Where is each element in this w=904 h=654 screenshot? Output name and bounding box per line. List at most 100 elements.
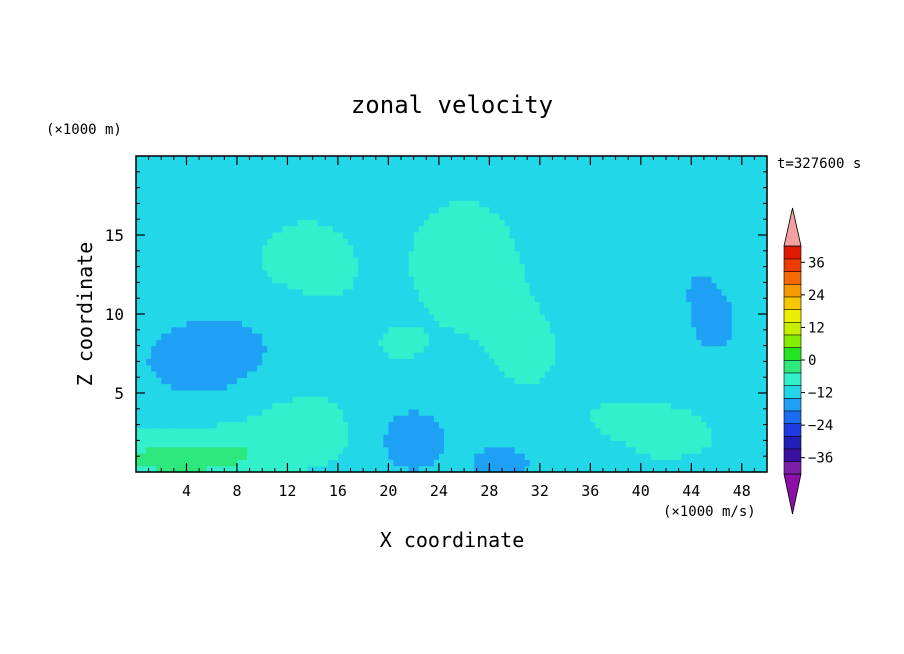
contour-cell: [307, 396, 314, 404]
contour-cell: [655, 307, 662, 315]
contour-cell: [312, 370, 319, 378]
contour-cell: [660, 238, 667, 246]
contour-cell: [701, 307, 708, 315]
contour-cell: [388, 219, 395, 227]
contour-cell: [272, 421, 278, 429]
contour-cell: [201, 332, 208, 340]
contour-cell: [413, 396, 420, 404]
contour-cell: [181, 244, 188, 252]
contour-cell: [605, 351, 612, 359]
contour-cell: [660, 370, 667, 378]
contour-cell: [726, 314, 733, 321]
contour-cell: [236, 434, 243, 441]
contour-cell: [247, 377, 253, 385]
contour-cell: [423, 434, 430, 441]
contour-cell: [570, 301, 576, 309]
contour-cell: [565, 282, 571, 290]
contour-cell: [464, 364, 470, 372]
contour-cell: [565, 257, 571, 265]
contour-cell: [645, 307, 652, 315]
contour-cell: [206, 396, 213, 404]
contour-cell: [231, 408, 238, 416]
contour-cell: [726, 427, 733, 435]
contour-cell: [211, 389, 218, 397]
contour-cell: [247, 358, 253, 366]
contour-cell: [433, 295, 440, 302]
contour-cell: [539, 440, 546, 448]
contour-cell: [373, 250, 379, 258]
contour-cell: [171, 339, 177, 347]
contour-cell: [191, 370, 198, 378]
contour-cell: [736, 415, 743, 423]
contour-cell: [686, 415, 692, 423]
contour-cell: [620, 250, 627, 258]
contour-cell: [756, 351, 763, 359]
contour-cell: [448, 244, 455, 252]
contour-cell: [448, 288, 455, 296]
contour-cell: [524, 288, 531, 296]
contour-cell: [156, 434, 162, 441]
contour-cell: [509, 389, 516, 397]
contour-cell: [716, 383, 723, 391]
contour-cell: [534, 427, 541, 435]
contour-cell: [443, 250, 450, 258]
contour-cell: [625, 288, 632, 296]
contour-cell: [474, 269, 480, 277]
contour-cell: [761, 446, 768, 454]
contour-cell: [570, 383, 576, 391]
contour-cell: [307, 370, 314, 378]
contour-cell: [751, 408, 758, 416]
contour-cell: [731, 345, 738, 353]
contour-cell: [136, 370, 142, 378]
contour-cell: [600, 250, 607, 258]
contour-cell: [605, 288, 612, 296]
contour-cell: [282, 263, 289, 271]
contour-cell: [711, 389, 718, 397]
contour-cell: [585, 231, 591, 239]
contour-cell: [554, 345, 561, 353]
contour-cell: [398, 263, 405, 271]
contour-cell: [630, 282, 637, 290]
contour-cell: [156, 364, 162, 372]
contour-cell: [287, 389, 294, 397]
contour-cell: [716, 225, 723, 233]
contour-cell: [191, 295, 198, 302]
contour-cell: [706, 301, 713, 309]
contour-cell: [645, 415, 652, 423]
contour-cell: [322, 459, 329, 467]
contour-cell: [514, 427, 521, 435]
contour-cell: [221, 408, 228, 416]
contour-cell: [312, 307, 319, 315]
contour-cell: [342, 225, 349, 233]
contour-cell: [398, 421, 405, 429]
contour-cell: [176, 295, 183, 302]
contour-cell: [287, 427, 294, 435]
contour-cell: [716, 408, 723, 416]
contour-cell: [630, 219, 637, 227]
contour-cell: [534, 345, 541, 353]
contour-cell: [348, 402, 354, 410]
contour-cell: [660, 459, 667, 467]
contour-cell: [161, 383, 167, 391]
contour-cell: [443, 276, 450, 283]
contour-cell: [565, 288, 571, 296]
contour-cell: [151, 415, 157, 423]
contour-cell: [504, 427, 511, 435]
contour-cell: [247, 225, 253, 233]
contour-cell: [236, 257, 243, 265]
contour-cell: [363, 307, 369, 315]
contour-cell: [297, 358, 304, 366]
contour-cell: [529, 250, 536, 258]
contour-cell: [761, 288, 768, 296]
contour-cell: [701, 389, 708, 397]
contour-cell: [368, 421, 374, 429]
contour-cell: [181, 238, 188, 246]
contour-cell: [570, 244, 576, 252]
contour-cell: [277, 389, 283, 397]
contour-cell: [211, 383, 218, 391]
contour-cell: [554, 320, 561, 328]
contour-cell: [186, 415, 193, 423]
contour-cell: [474, 446, 480, 454]
contour-cell: [721, 459, 728, 467]
contour-cell: [504, 377, 511, 385]
